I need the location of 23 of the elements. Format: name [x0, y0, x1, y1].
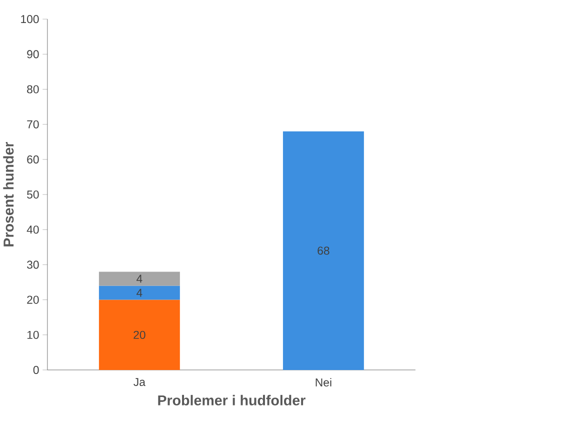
data-label: 68	[318, 246, 330, 255]
bar	[98, 286, 180, 300]
data-label: 4	[136, 288, 142, 297]
y-tick-label: 50	[27, 190, 39, 199]
y-tick-label: 10	[27, 330, 39, 340]
y-tick-label: 90	[27, 50, 39, 58]
data-label: 4	[136, 274, 142, 283]
x-axis-title: Problemer i hudfolder	[158, 395, 306, 406]
y-tick-label: 40	[26, 226, 39, 234]
y-axis-title: Prosent hunder	[3, 142, 14, 247]
data-label: 20	[134, 330, 146, 340]
x-tick-label: Nei	[316, 378, 332, 387]
y-tick-label: 80	[27, 85, 39, 94]
x-tick-label: Ja	[134, 378, 146, 386]
y-tick-label: 20	[27, 296, 39, 304]
y-tick-label: 60	[27, 156, 39, 164]
y-tick-label: 70	[27, 120, 39, 129]
bar	[98, 300, 180, 370]
bar	[98, 272, 180, 286]
bar	[282, 132, 364, 370]
y-tick-label: 100	[21, 15, 39, 24]
y-tick-label: 0	[33, 366, 39, 374]
y-tick-label: 30	[26, 260, 39, 269]
